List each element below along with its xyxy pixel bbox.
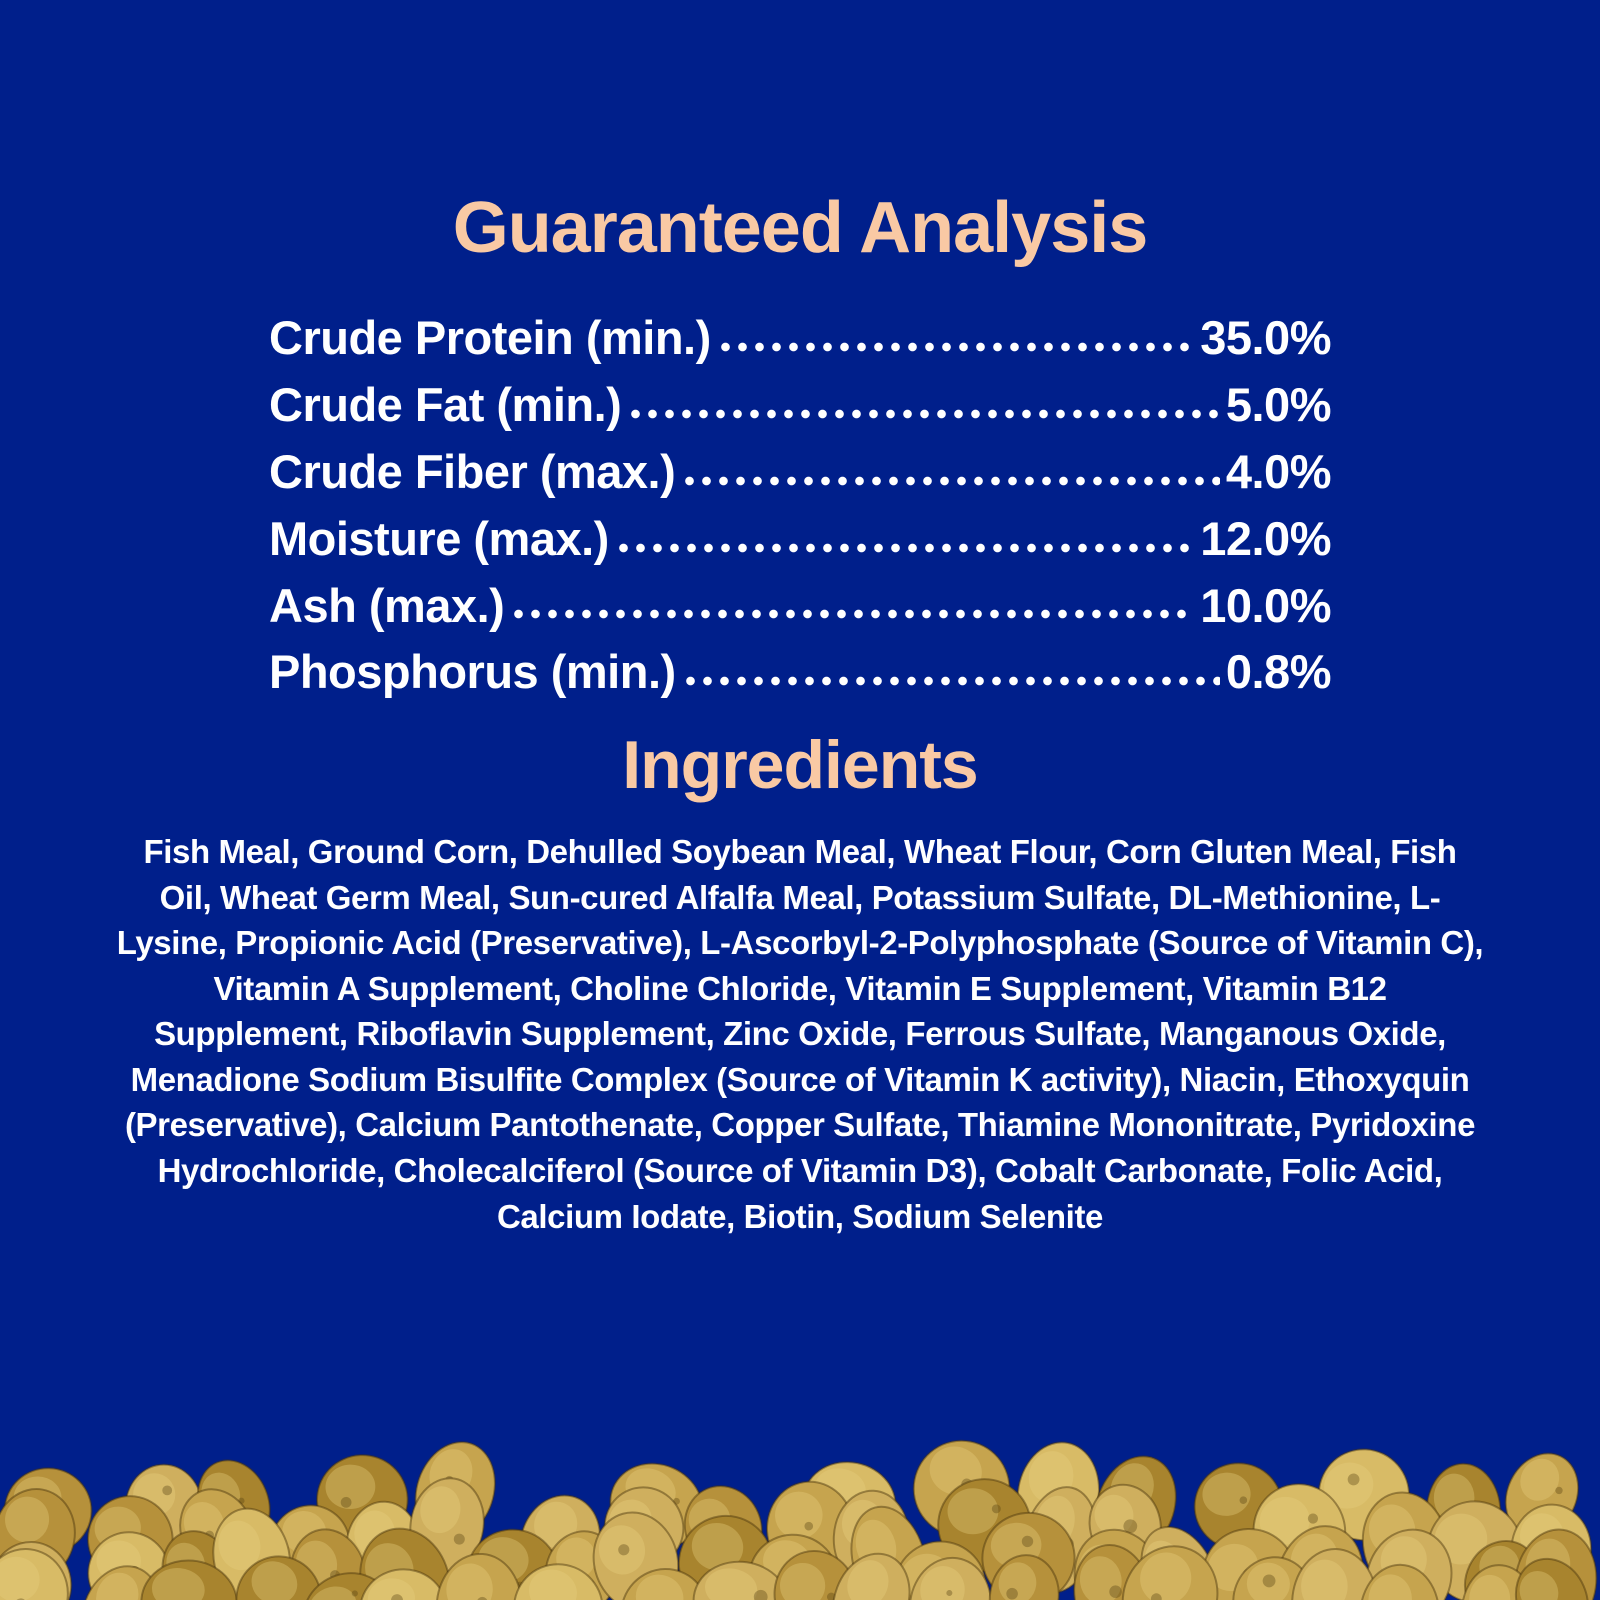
analysis-row-ash: Ash (max.) 10.0%: [269, 578, 1331, 632]
dot-leader: [510, 609, 1195, 620]
guaranteed-analysis-title: Guaranteed Analysis: [452, 188, 1149, 268]
analysis-row-phosphorus: Phosphorus (min.) 0.8%: [269, 645, 1332, 699]
ingredients-text: Fish Meal, Ground Corn, Dehulled Soybean…: [116, 833, 1484, 1235]
dot-leader: [614, 542, 1195, 553]
pellets-photo: [0, 1439, 1598, 1600]
analysis-label: Crude Fiber (max.): [269, 444, 676, 498]
analysis-row-crude-protein: Crude Protein (min.) 35.0%: [269, 311, 1331, 364]
analysis-value: 0.8%: [1225, 645, 1332, 699]
analysis-label: Moisture (max.): [269, 511, 609, 565]
analysis-label: Crude Fat (min.): [269, 377, 622, 431]
analysis-label: Phosphorus (min.): [269, 645, 676, 699]
analysis-value: 10.0%: [1200, 578, 1331, 632]
analysis-row-crude-fat: Crude Fat (min.) 5.0%: [269, 377, 1332, 431]
analysis-label: Ash (max.): [269, 578, 505, 632]
dot-leader: [627, 408, 1220, 419]
guaranteed-analysis-table: Crude Protein (min.) 35.0% Crude Fat (mi…: [269, 311, 1332, 699]
analysis-value: 5.0%: [1225, 377, 1332, 431]
dot-leader: [681, 676, 1220, 687]
dot-leader: [716, 341, 1195, 352]
analysis-row-moisture: Moisture (max.) 12.0%: [269, 511, 1331, 565]
analysis-value: 12.0%: [1200, 511, 1331, 565]
analysis-label: Crude Protein (min.): [269, 311, 711, 364]
ingredients-title: Ingredients: [622, 727, 979, 804]
dot-leader: [681, 475, 1220, 486]
analysis-value: 4.0%: [1225, 444, 1332, 498]
analysis-value: 35.0%: [1200, 311, 1331, 364]
analysis-row-crude-fiber: Crude Fiber (max.) 4.0%: [269, 444, 1332, 498]
